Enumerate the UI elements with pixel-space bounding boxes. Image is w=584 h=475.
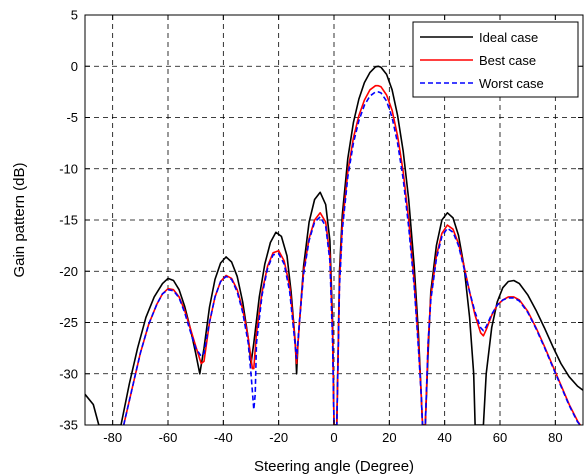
y-tick-label: -30 xyxy=(59,366,78,381)
plot-lines xyxy=(85,65,583,425)
legend-label: Ideal case xyxy=(479,30,538,45)
x-tick-label: 80 xyxy=(548,430,562,445)
axis-ticks xyxy=(85,14,583,426)
legend-label: Best case xyxy=(479,53,536,68)
y-tick-label: -5 xyxy=(66,110,78,125)
x-tick-label: -20 xyxy=(269,430,288,445)
y-tick-label: -15 xyxy=(59,213,78,228)
x-tick-label: -60 xyxy=(159,430,178,445)
x-tick-label: 60 xyxy=(493,430,507,445)
tick-labels: -80 -60 -40 -20 0 20 40 60 80 5 0 -5 -10 -15 -20 -25 -30… xyxy=(59,8,562,446)
legend-label: Worst case xyxy=(479,76,544,91)
series-line-3 xyxy=(122,91,581,425)
x-tick-label: 20 xyxy=(382,430,396,445)
y-tick-label: -20 xyxy=(59,264,78,279)
x-axis-label: Steering angle (Degree) xyxy=(254,458,414,475)
y-tick-label: 0 xyxy=(71,59,78,74)
y-tick-label: -10 xyxy=(59,161,78,176)
legend: Ideal case Best case Worst case xyxy=(412,21,579,98)
y-tick-label: -25 xyxy=(59,315,78,330)
x-tick-label: -40 xyxy=(214,430,233,445)
x-tick-label: 40 xyxy=(437,430,451,445)
y-axis-label: Gain pattern (dB) xyxy=(11,162,28,277)
y-tick-label: 5 xyxy=(71,8,78,23)
x-tick-label: 0 xyxy=(330,430,337,445)
y-tick-label: -35 xyxy=(59,418,78,433)
x-tick-label: -80 xyxy=(103,430,122,445)
